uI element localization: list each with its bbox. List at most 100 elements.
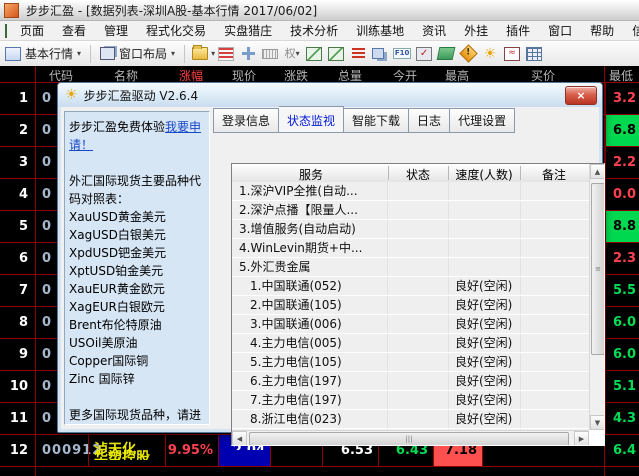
basic-quotes-button[interactable]: 基本行情 ▾ [0,44,86,63]
chevron-down-icon[interactable]: ▾ [77,49,82,58]
menu-help[interactable]: 帮助 [590,24,615,38]
menu-live-hunting[interactable]: 实盘猎庄 [224,24,273,38]
tab-login-info[interactable]: 登录信息 [213,108,280,133]
f10-info-icon[interactable]: F10 [392,48,412,59]
scroll-down-button[interactable]: ▼ [590,415,604,430]
col-header-bid[interactable]: 买价 [530,69,556,83]
menu-view[interactable]: 查看 [62,24,87,38]
menu-program-trading[interactable]: 程式化交易 [146,24,207,38]
service-status [388,201,449,219]
header-divider [520,166,521,180]
monitor-row[interactable]: 3.增值服务(自动启动) [232,220,589,239]
monitor-row[interactable]: 1.深沪VIP全推(自动... [232,182,589,201]
col-header-high[interactable]: 最高 [444,69,470,83]
tab-smart-download[interactable]: 智能下载 [344,108,410,133]
toolbar: 基本行情 ▾ 窗口布局 ▾ ▾ 权 ▾ F10 ✓ ! ☀ ≈ [0,41,639,67]
close-button[interactable]: × [565,86,597,105]
service-status [388,429,449,430]
monitor-row[interactable]: 4.主力电信(005) 良好(空闲) [232,334,589,353]
apply-link[interactable]: 我要申请！ [69,120,202,152]
scroll-up-button[interactable]: ▲ [590,164,604,179]
horizontal-scroll-thumb[interactable]: ||| [249,432,569,445]
low-value: 5.5 [605,275,639,306]
col-header-open[interactable]: 今开 [392,69,418,83]
quote-row-partial[interactable]: 华塑控股 [0,450,639,460]
col-header-code[interactable]: 代码 [48,69,74,83]
sort-list-icon[interactable] [218,46,235,61]
service-status [388,391,449,409]
monitor-row[interactable]: 4.WinLevin期货+中... [232,239,589,258]
data-table-icon[interactable] [526,46,543,61]
col-header-change-pct[interactable]: 涨幅 [178,69,204,83]
menu-page[interactable]: 页面 [20,24,45,38]
monitor-row[interactable]: 3.中国联通(006) 良好(空闲) [232,315,589,334]
service-note [521,258,589,276]
monitor-row[interactable]: 7.主力电信(197) 良好(空闲) [232,391,589,410]
tab-log[interactable]: 日志 [409,108,451,133]
red-list-icon[interactable] [351,47,365,60]
menu-news[interactable]: 资讯 [422,24,447,38]
menu-addons[interactable]: 外挂 [464,24,489,38]
scroll-left-button[interactable]: ◀ [232,431,247,445]
vertical-scrollbar[interactable]: ▲ ≡ ▼ [589,164,604,430]
menu-training-base[interactable]: 训练基地 [356,24,405,38]
monitor-row[interactable]: 5.外汇贵金属 [232,258,589,277]
menu-info[interactable]: 信息资讯 [632,24,639,38]
col-status[interactable]: 状态 [405,168,431,182]
monitor-row[interactable]: 2.中国联通(105) 良好(空闲) [232,296,589,315]
monitor-rows: 1.深沪VIP全推(自动... 2.深沪点播【限量人... [232,182,589,430]
chevron-down-icon[interactable]: ▾ [211,49,216,58]
col-header-volume[interactable]: 总量 [337,69,363,83]
cascade-windows-icon[interactable] [372,48,385,59]
low-value: 8.8 [605,211,639,242]
col-header-price[interactable]: 现价 [231,69,257,83]
menu-manage[interactable]: 管理 [104,24,129,38]
monitor-row[interactable]: 5.主力电信(105) 良好(空闲) [232,353,589,372]
tab-status-monitor[interactable]: 状态监视 [279,106,345,133]
col-speed[interactable]: 速度(人数) [455,168,513,182]
chart-diagonal-icon[interactable] [306,46,323,61]
grid-icon[interactable] [5,23,7,38]
value-cell: 6.43 [378,435,433,466]
monitor-row[interactable]: 2.深沪点播【限量人... [232,201,589,220]
money-icon[interactable] [436,47,456,60]
stock-code: 0 [42,347,53,362]
stock-code: 000912 [42,443,103,458]
monitor-row[interactable]: 1.中国联通(052) 良好(空闲) [232,277,589,296]
monitor-row[interactable]: 9.江苏电信(054) 良好(空闲) [232,429,589,430]
move-icon[interactable] [241,47,255,60]
stock-code: 0 [42,187,53,202]
service-note [521,239,589,257]
chart-diagonal-icon2[interactable] [328,46,345,61]
rights-adjust-button[interactable]: 权 ▾ [284,46,300,61]
vertical-scroll-thumb[interactable]: ≡ [591,183,604,355]
chevron-down-icon[interactable]: ▾ [171,49,176,58]
trend-chart-icon[interactable]: ≈ [504,46,521,61]
row-number: 8 [18,315,28,330]
horizontal-scrollbar[interactable]: ◀ ||| ▶ [232,430,589,445]
warning-icon[interactable]: ! [458,44,478,63]
monitor-row[interactable]: 6.主力电信(197) 良好(空闲) [232,372,589,391]
col-header-change[interactable]: 涨跌 [283,69,309,83]
dialog-title-bar[interactable]: ☀ 步步汇盈驱动 V2.6.4 × [58,83,602,107]
col-service[interactable]: 服务 [298,168,324,182]
toolbar-separator [184,44,186,63]
menu-window[interactable]: 窗口 [548,24,573,38]
col-note[interactable]: 备注 [541,168,567,182]
window-layout-button[interactable]: 窗口布局 ▾ [95,44,180,63]
stock-code: 0 [42,123,53,138]
col-header-low[interactable]: 最低 [608,69,634,83]
grid-line [35,66,36,476]
selected-cell [218,450,270,460]
chart-check-icon[interactable]: ✓ [416,46,433,61]
ruler-icon[interactable] [262,48,279,59]
menu-plugins[interactable]: 插件 [506,24,531,38]
monitor-row[interactable]: 8.浙江电信(023) 良好(空闲) [232,410,589,429]
settings-sun-icon[interactable]: ☀ [483,45,497,62]
tab-proxy-settings[interactable]: 代理设置 [450,108,516,133]
scroll-right-button[interactable]: ▶ [574,431,589,445]
open-folder-icon[interactable] [192,45,209,60]
col-header-name[interactable]: 名称 [113,69,139,83]
menu-technical-analysis[interactable]: 技术分析 [290,24,339,38]
service-speed: 良好(空闲) [449,353,521,371]
